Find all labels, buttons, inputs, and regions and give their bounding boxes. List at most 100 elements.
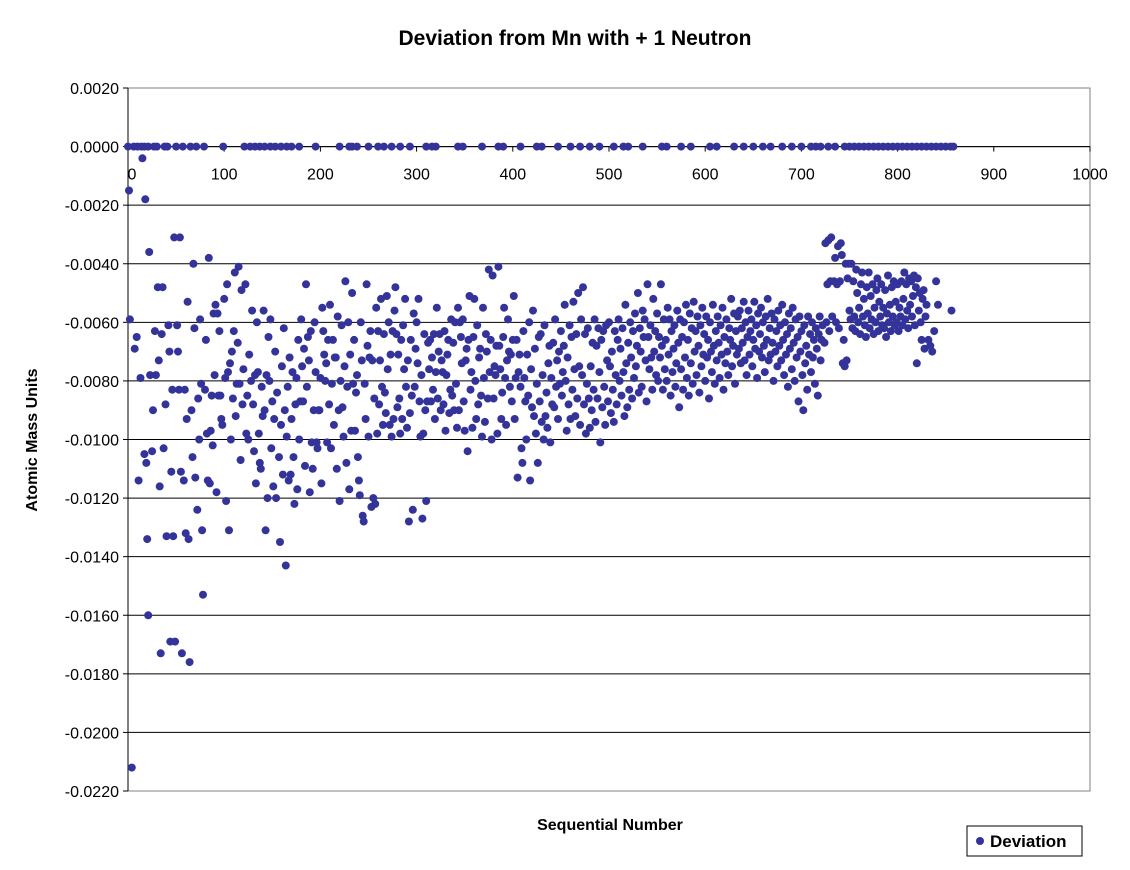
data-point bbox=[778, 300, 787, 309]
data-point bbox=[619, 368, 628, 377]
data-point bbox=[409, 309, 418, 318]
data-point bbox=[624, 338, 633, 347]
data-point bbox=[519, 327, 528, 336]
data-point bbox=[479, 374, 488, 382]
data-point bbox=[522, 435, 531, 444]
data-point bbox=[638, 142, 647, 151]
data-point bbox=[715, 374, 724, 382]
data-point bbox=[807, 368, 815, 377]
data-point bbox=[858, 268, 866, 277]
data-point bbox=[299, 397, 308, 406]
data-point bbox=[333, 312, 342, 321]
data-point bbox=[361, 415, 370, 423]
data-point bbox=[828, 312, 837, 321]
data-point bbox=[173, 321, 182, 330]
data-point bbox=[644, 333, 653, 341]
data-point bbox=[722, 315, 731, 324]
data-point bbox=[233, 338, 242, 347]
data-point bbox=[341, 277, 350, 286]
data-point bbox=[287, 142, 296, 151]
x-tick-label: 800 bbox=[884, 167, 911, 184]
data-point bbox=[682, 374, 691, 382]
data-point bbox=[481, 330, 490, 339]
data-point bbox=[207, 391, 216, 400]
y-tick-label: -0.0140 bbox=[65, 550, 119, 567]
data-point bbox=[643, 280, 652, 289]
data-point bbox=[620, 412, 629, 421]
data-point bbox=[606, 362, 614, 371]
data-point bbox=[528, 403, 536, 412]
data-point bbox=[159, 444, 168, 453]
data-point bbox=[537, 417, 546, 426]
data-point bbox=[182, 415, 191, 423]
data-point bbox=[350, 335, 359, 344]
data-point bbox=[544, 359, 553, 368]
data-point bbox=[273, 388, 282, 397]
y-tick-label: -0.0100 bbox=[65, 433, 119, 450]
data-point bbox=[405, 142, 414, 151]
data-point bbox=[312, 438, 321, 447]
data-point bbox=[241, 280, 250, 289]
data-point bbox=[185, 658, 194, 667]
data-point bbox=[300, 344, 308, 353]
data-point bbox=[393, 403, 402, 412]
data-point bbox=[820, 338, 829, 347]
data-point bbox=[750, 297, 759, 306]
y-tick-label: -0.0120 bbox=[65, 491, 119, 508]
data-point bbox=[853, 289, 862, 297]
data-point bbox=[773, 362, 782, 371]
data-point bbox=[412, 318, 421, 327]
data-point bbox=[378, 420, 387, 429]
data-point bbox=[458, 315, 467, 324]
legend-box bbox=[966, 825, 1083, 857]
data-point bbox=[174, 347, 182, 356]
data-point bbox=[866, 292, 875, 300]
data-point bbox=[716, 321, 725, 330]
x-tick-label: 900 bbox=[980, 167, 1007, 184]
data-point bbox=[694, 341, 703, 350]
data-point bbox=[695, 388, 704, 397]
data-point bbox=[561, 376, 570, 385]
legend-marker bbox=[976, 837, 984, 845]
data-point bbox=[269, 482, 278, 491]
data-point bbox=[292, 374, 301, 382]
data-point bbox=[302, 280, 310, 289]
data-point bbox=[795, 312, 804, 321]
data-point bbox=[721, 359, 730, 368]
data-point bbox=[539, 435, 548, 444]
data-point bbox=[265, 376, 274, 385]
data-point bbox=[584, 394, 593, 403]
data-point bbox=[466, 385, 475, 394]
data-point bbox=[454, 303, 462, 312]
data-point bbox=[401, 294, 410, 303]
data-point bbox=[557, 391, 566, 400]
data-point bbox=[281, 561, 290, 570]
data-point bbox=[832, 318, 840, 327]
data-point bbox=[260, 142, 269, 151]
data-point bbox=[503, 356, 511, 365]
data-point bbox=[441, 426, 450, 435]
data-point bbox=[198, 526, 207, 535]
data-point bbox=[419, 429, 428, 438]
data-point bbox=[488, 271, 497, 280]
data-point bbox=[132, 333, 141, 341]
data-point bbox=[562, 426, 571, 435]
data-point bbox=[256, 464, 265, 473]
data-point bbox=[768, 338, 777, 347]
data-point bbox=[308, 464, 317, 473]
data-point bbox=[875, 297, 884, 306]
data-point bbox=[268, 397, 277, 406]
data-point bbox=[656, 353, 664, 362]
data-point bbox=[403, 423, 411, 432]
data-point bbox=[855, 303, 864, 312]
data-point bbox=[507, 397, 516, 406]
data-point bbox=[148, 447, 157, 456]
data-point bbox=[434, 347, 443, 356]
data-point bbox=[499, 333, 508, 341]
data-point bbox=[293, 485, 302, 494]
y-tick-label: -0.0020 bbox=[65, 198, 119, 215]
data-point bbox=[877, 280, 886, 289]
data-point bbox=[190, 324, 199, 333]
data-point bbox=[226, 359, 234, 368]
data-point bbox=[798, 371, 807, 380]
